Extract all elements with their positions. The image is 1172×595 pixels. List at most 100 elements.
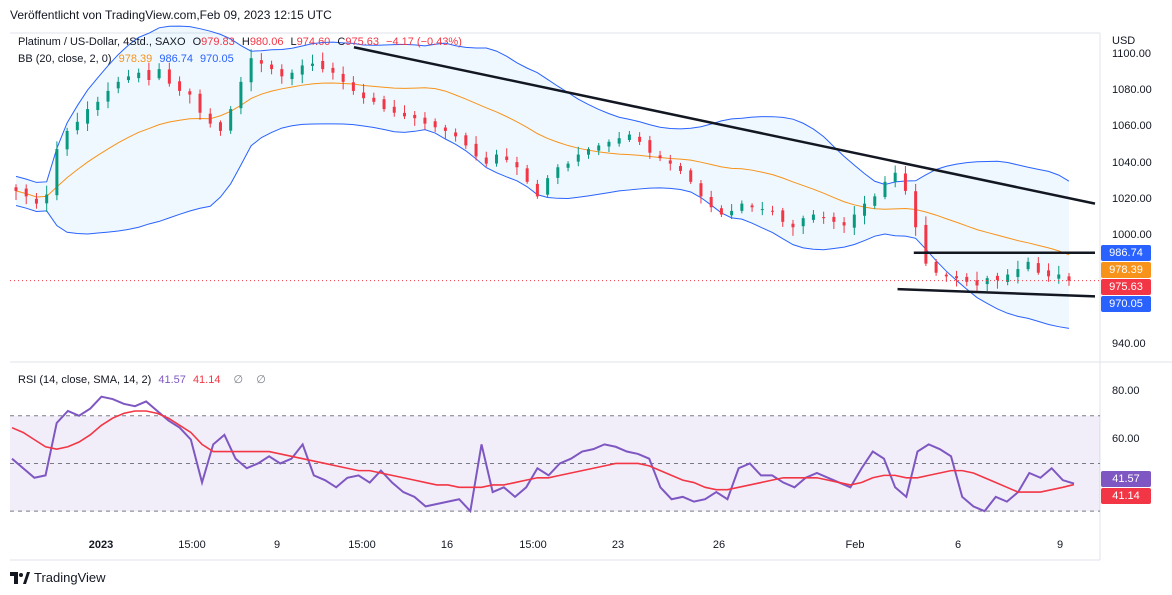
candle-body [525, 168, 529, 182]
candle-body [86, 109, 90, 124]
candle-body [709, 196, 713, 208]
candle-body [771, 210, 775, 212]
rsi-pane [10, 395, 1100, 514]
bb-band-fill [16, 26, 1069, 329]
legend-bb[interactable]: BB (20, close, 2, 0) 978.39 986.74 970.0… [18, 53, 238, 65]
candle-body [566, 163, 570, 168]
bb-basis-value: 978.39 [118, 53, 153, 65]
candle-body [893, 172, 897, 182]
candle-body [1036, 263, 1040, 273]
price-tick-label: 1100.00 [1112, 47, 1151, 60]
candle-body [556, 167, 560, 178]
time-tick-label: 2023 [88, 539, 114, 551]
candle-body [587, 149, 591, 155]
candle-body [965, 276, 969, 282]
candle-body [638, 136, 642, 142]
candle-body [106, 90, 110, 102]
legend-rsi[interactable]: RSI (14, close, SMA, 14, 2) 41.57 41.14 … [18, 373, 270, 386]
candle-body [126, 76, 130, 81]
candle-body [617, 138, 621, 144]
candle-body [934, 261, 938, 273]
candle-body [270, 64, 274, 70]
candle-body [689, 170, 693, 182]
symbol-label: Platinum / US-Dollar, 4Std., SAXO [18, 36, 186, 48]
time-tick-label: 15:00 [519, 539, 547, 551]
time-tick-label: Feb [845, 539, 865, 551]
candle-body [873, 196, 877, 206]
candle-body [1016, 269, 1020, 277]
candle-body [842, 222, 846, 226]
candle-body [45, 194, 49, 204]
low-label: L [290, 36, 297, 48]
candle-body [474, 143, 478, 157]
candle-body [1067, 276, 1071, 281]
low-value: 974.60 [296, 36, 331, 48]
candle-body [883, 181, 887, 198]
candle-body [198, 93, 202, 113]
candle-body [188, 91, 192, 95]
bb-lower-value: 970.05 [200, 53, 234, 65]
change-value: −4.17 (−0.43%) [386, 36, 462, 48]
candle-body [218, 122, 222, 131]
candle-body [699, 183, 703, 197]
rsi-tick-label: 80.00 [1112, 384, 1140, 397]
candle-body [985, 278, 989, 285]
candle-body [341, 73, 345, 82]
candle-body [914, 191, 918, 228]
candle-body [995, 275, 999, 280]
price-pane [10, 25, 1100, 329]
candle-body [321, 60, 325, 70]
price-tick-label: 940.00 [1112, 338, 1146, 351]
candle-body [290, 72, 294, 80]
last-price-tag: 975.63 [1101, 279, 1151, 295]
bb-upper-line [15, 25, 1070, 186]
tradingview-footer[interactable]: TradingView [10, 570, 106, 585]
candle-body [791, 223, 795, 228]
candle-body [34, 198, 38, 204]
candle-body [627, 134, 631, 140]
candle-body [515, 162, 519, 168]
open-label: O [192, 36, 202, 48]
candle-body [1047, 270, 1051, 277]
time-tick-label: 15:00 [348, 539, 376, 551]
candle-body [679, 165, 683, 171]
time-tick-label: 15:00 [178, 539, 206, 551]
candle-body [781, 210, 785, 222]
candle-body [863, 203, 867, 216]
rsi-sma-tag: 41.14 [1101, 488, 1151, 504]
price-tick-label: 1080.00 [1112, 83, 1152, 96]
hidden-eye-icon[interactable]: ∅ [256, 374, 266, 386]
candle-body [1057, 274, 1061, 279]
bb-basis-tag: 978.39 [1101, 262, 1151, 278]
candle-body [239, 81, 243, 109]
candle-body [760, 209, 764, 211]
close-label: C [337, 36, 346, 48]
candle-body [1026, 261, 1030, 270]
candle-body [975, 280, 979, 286]
candle-body [658, 155, 662, 159]
candle-body [443, 127, 447, 131]
bb-lower-line [15, 123, 1070, 329]
candle-body [433, 121, 437, 128]
candle-body [597, 145, 601, 151]
price-tick-label: 1020.00 [1112, 193, 1152, 205]
rsi-sma-value: 41.14 [192, 374, 221, 386]
candle-body [55, 149, 59, 196]
candle-body [832, 216, 836, 222]
candle-body [137, 72, 141, 79]
candle-body [535, 183, 539, 197]
candle-body [229, 109, 233, 131]
currency-label: USD [1112, 35, 1136, 47]
candle-body [208, 113, 212, 124]
rsi-line [11, 395, 1075, 514]
open-value: 979.83 [201, 36, 235, 48]
candle-body [852, 214, 856, 228]
candle-body [423, 117, 427, 124]
time-tick-label: 9 [1056, 539, 1064, 551]
trendline [353, 46, 1096, 205]
time-tick-label: 23 [611, 539, 625, 551]
brand-label: TradingView [34, 570, 106, 585]
price-tick-label: 1040.00 [1112, 156, 1152, 169]
hidden-eye-icon[interactable]: ∅ [233, 374, 244, 386]
